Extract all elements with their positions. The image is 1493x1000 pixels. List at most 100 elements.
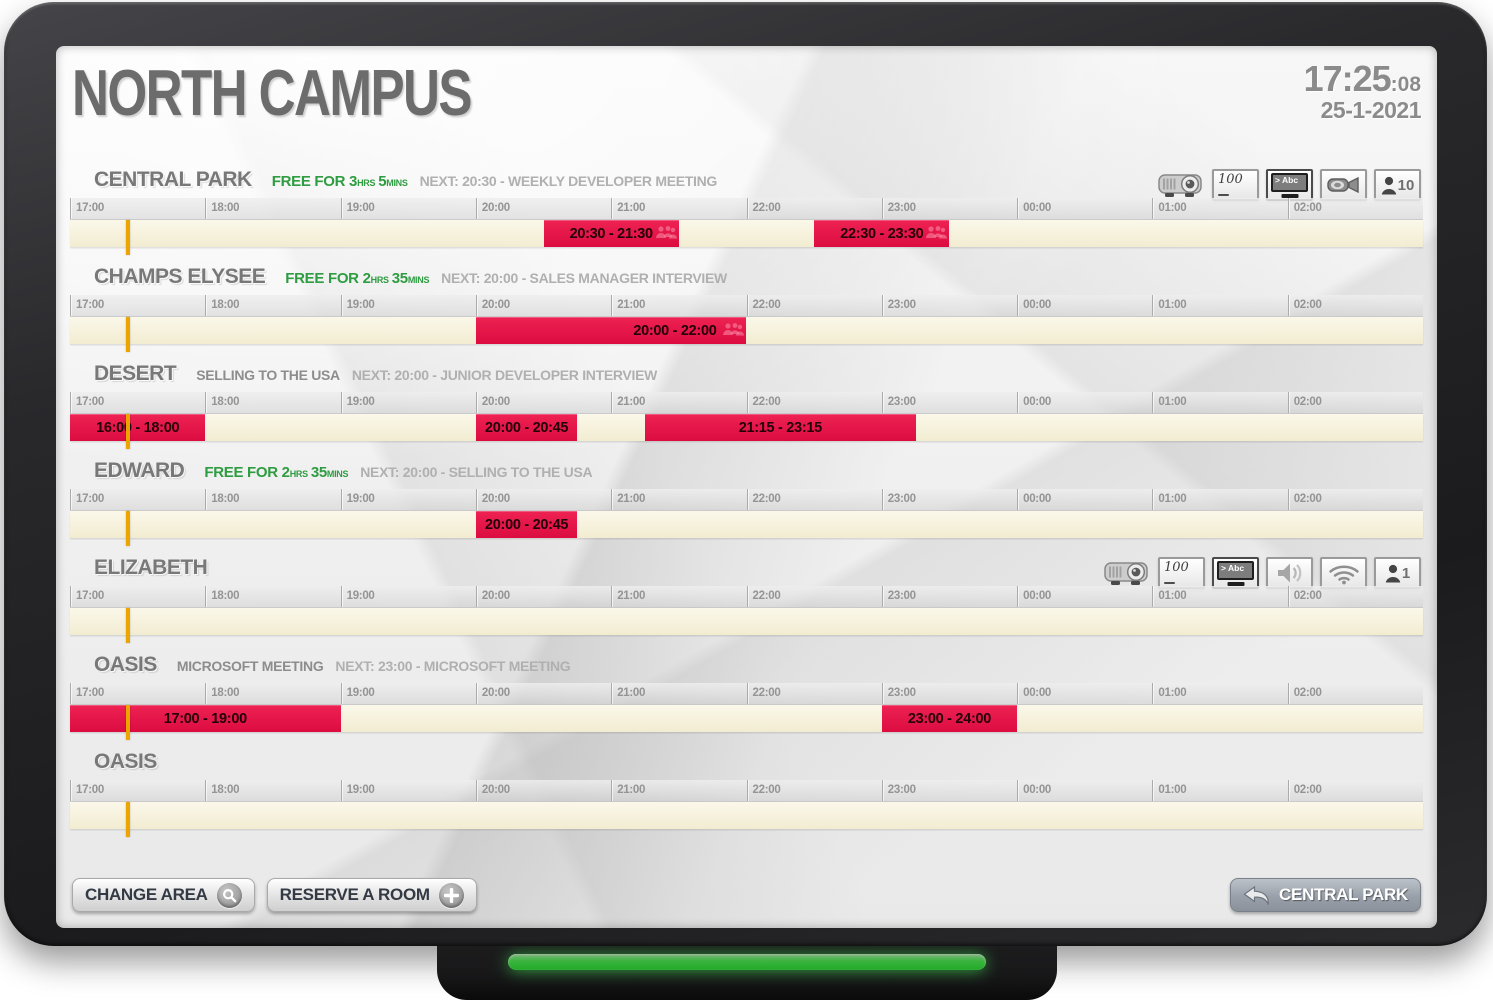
booking-block[interactable]: 21:15 - 23:15 bbox=[645, 414, 916, 441]
time-scale: 17:00 18:00 19:00 20:00 21:00 22:00 23:00 00:00… bbox=[70, 586, 1423, 608]
hour-label: 20:00 bbox=[481, 298, 510, 311]
room-timeline[interactable]: 20:00 - 22:00 bbox=[70, 317, 1423, 352]
hour-label: 02:00 bbox=[1293, 783, 1322, 796]
hour-label: 23:00 bbox=[887, 201, 916, 214]
hour-tick: 18:00 bbox=[205, 295, 240, 316]
hour-tick: 19:00 bbox=[340, 586, 375, 607]
room-header: ELIZABETH 100 > Abc 1 bbox=[70, 556, 1423, 589]
room-name: ELIZABETH bbox=[94, 556, 208, 579]
back-arrow-icon bbox=[1243, 885, 1270, 905]
hour-label: 19:00 bbox=[346, 589, 375, 602]
hour-label: 22:00 bbox=[752, 201, 781, 214]
room-row: ELIZABETH 100 > Abc 1 17:00 18:00 19:00 20:00… bbox=[70, 556, 1423, 643]
room-name: DESERT bbox=[94, 362, 177, 385]
hour-label: 18:00 bbox=[211, 492, 240, 505]
hour-label: 21:00 bbox=[617, 298, 646, 311]
hour-tick: 23:00 bbox=[881, 586, 916, 607]
reserve-room-button[interactable]: RESERVE A ROOM bbox=[266, 878, 477, 912]
booking-block[interactable]: 16:00 - 18:00 bbox=[70, 414, 206, 441]
hour-tick: 21:00 bbox=[611, 780, 645, 801]
hour-tick: 23:00 bbox=[881, 295, 916, 316]
booking-time-label: 23:00 - 24:00 bbox=[907, 710, 992, 727]
hour-tick: 01:00 bbox=[1152, 392, 1187, 413]
search-icon bbox=[216, 882, 242, 908]
hour-label: 19:00 bbox=[346, 492, 375, 505]
hour-tick: 01:00 bbox=[1152, 586, 1187, 607]
hour-tick: 00:00 bbox=[1017, 295, 1051, 316]
booking-block[interactable]: 23:00 - 24:00 bbox=[881, 705, 1018, 732]
hour-label: 20:00 bbox=[481, 589, 510, 602]
free-for-text: FREE FOR bbox=[204, 464, 278, 481]
hour-label: 02:00 bbox=[1293, 492, 1322, 505]
free-hours: 3 bbox=[349, 173, 358, 190]
hour-label: 01:00 bbox=[1158, 492, 1187, 505]
hour-label: 19:00 bbox=[346, 395, 375, 408]
booking-time-label: 17:00 - 19:00 bbox=[163, 710, 247, 727]
hour-tick: 17:00 bbox=[70, 489, 104, 510]
wifi-icon bbox=[1320, 557, 1367, 589]
room-status: FREE FOR 2HRS 35MINS NEXT: 20:00 - SELLING… bbox=[204, 464, 592, 481]
hour-label: 18:00 bbox=[211, 783, 240, 796]
hour-label: 19:00 bbox=[346, 298, 375, 311]
screen: NORTH CAMPUS 17:25:08 25-1-2021 CENTRAL … bbox=[56, 46, 1437, 928]
hour-label: 00:00 bbox=[1023, 201, 1052, 214]
free-for-text: FREE FOR bbox=[285, 270, 359, 287]
room-timeline[interactable]: 20:30 - 21:30 22:30 - 23:30 bbox=[70, 220, 1423, 255]
hour-label: 20:00 bbox=[481, 686, 510, 699]
room-row: CHAMPS ELYSEE FREE FOR 2HRS 35MINS NEXT: 2… bbox=[70, 265, 1423, 352]
hour-label: 00:00 bbox=[1023, 298, 1052, 311]
next-meeting-label: NEXT: 20:30 - WEEKLY DEVELOPER MEETING bbox=[419, 173, 718, 189]
minutes-unit: MINS bbox=[386, 178, 408, 188]
hour-label: 00:00 bbox=[1023, 783, 1052, 796]
booking-block[interactable]: 20:30 - 21:30 bbox=[543, 220, 679, 247]
hour-label: 18:00 bbox=[211, 395, 240, 408]
change-area-button[interactable]: CHANGE AREA bbox=[72, 878, 255, 912]
hour-tick: 02:00 bbox=[1287, 586, 1322, 607]
hour-label: 20:00 bbox=[481, 492, 510, 505]
rooms-list: CENTRAL PARK FREE FOR 3HRS 5MINS NEXT: 20:… bbox=[70, 168, 1423, 868]
room-timeline[interactable]: 20:00 - 20:45 bbox=[70, 511, 1423, 546]
booking-block[interactable]: 17:00 - 19:00 bbox=[70, 705, 341, 732]
hour-tick: 01:00 bbox=[1152, 295, 1187, 316]
hour-tick: 20:00 bbox=[475, 586, 510, 607]
room-timeline[interactable]: 16:00 - 18:00 20:00 - 20:45 21:15 - 23:15 bbox=[70, 414, 1423, 449]
free-for-label: FREE FOR 2HRS 35MINS bbox=[285, 270, 429, 287]
booking-time-label: 20:30 - 21:30 bbox=[569, 225, 653, 242]
room-timeline[interactable]: 17:00 - 19:00 23:00 - 24:00 bbox=[70, 705, 1423, 740]
change-area-label: CHANGE AREA bbox=[85, 885, 208, 904]
booking-block[interactable]: 20:00 - 22:00 bbox=[475, 317, 747, 344]
tv-icon: > Abc bbox=[1266, 169, 1313, 201]
current-time-marker bbox=[126, 608, 131, 643]
hour-tick: 18:00 bbox=[205, 198, 240, 219]
hour-tick: 02:00 bbox=[1287, 198, 1322, 219]
hour-label: 18:00 bbox=[211, 589, 240, 602]
booking-block[interactable]: 20:00 - 20:45 bbox=[475, 511, 578, 538]
hour-tick: 00:00 bbox=[1017, 683, 1051, 704]
hour-label: 21:00 bbox=[617, 686, 646, 699]
hour-tick: 20:00 bbox=[475, 683, 510, 704]
hour-label: 17:00 bbox=[76, 686, 104, 699]
room-timeline[interactable] bbox=[70, 802, 1423, 837]
hour-label: 19:00 bbox=[346, 201, 375, 214]
hour-tick: 00:00 bbox=[1017, 198, 1051, 219]
clock-time: 17:25 bbox=[1303, 58, 1392, 99]
hour-label: 22:00 bbox=[752, 686, 781, 699]
room-timeline[interactable] bbox=[70, 608, 1423, 643]
time-scale: 17:00 18:00 19:00 20:00 21:00 22:00 23:00 00:00… bbox=[70, 780, 1423, 802]
minutes-unit: MINS bbox=[407, 275, 430, 285]
hour-label: 17:00 bbox=[76, 492, 104, 505]
booking-block[interactable]: 22:30 - 23:30 bbox=[814, 220, 950, 247]
hour-label: 02:00 bbox=[1293, 395, 1322, 408]
hour-tick: 00:00 bbox=[1017, 392, 1051, 413]
attendees-watermark-icon bbox=[722, 322, 745, 343]
hour-tick: 20:00 bbox=[475, 489, 510, 510]
room-header: CENTRAL PARK FREE FOR 3HRS 5MINS NEXT: 20:… bbox=[70, 168, 1423, 201]
hour-label: 18:00 bbox=[211, 298, 240, 311]
hour-tick: 02:00 bbox=[1287, 489, 1322, 510]
next-meeting-label: NEXT: 23:00 - MICROSOFT MEETING bbox=[335, 658, 571, 674]
room-row: OASIS MICROSOFT MEETING NEXT: 23:00 - MIC… bbox=[70, 653, 1423, 740]
back-to-room-button[interactable]: CENTRAL PARK bbox=[1230, 878, 1421, 912]
booking-block[interactable]: 20:00 - 20:45 bbox=[475, 414, 578, 441]
hour-label: 18:00 bbox=[211, 686, 240, 699]
hour-label: 18:00 bbox=[211, 201, 240, 214]
